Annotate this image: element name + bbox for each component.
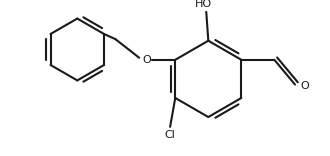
Text: O: O <box>142 55 151 65</box>
Text: HO: HO <box>195 0 212 9</box>
Text: Cl: Cl <box>165 130 176 140</box>
Text: O: O <box>300 81 309 91</box>
